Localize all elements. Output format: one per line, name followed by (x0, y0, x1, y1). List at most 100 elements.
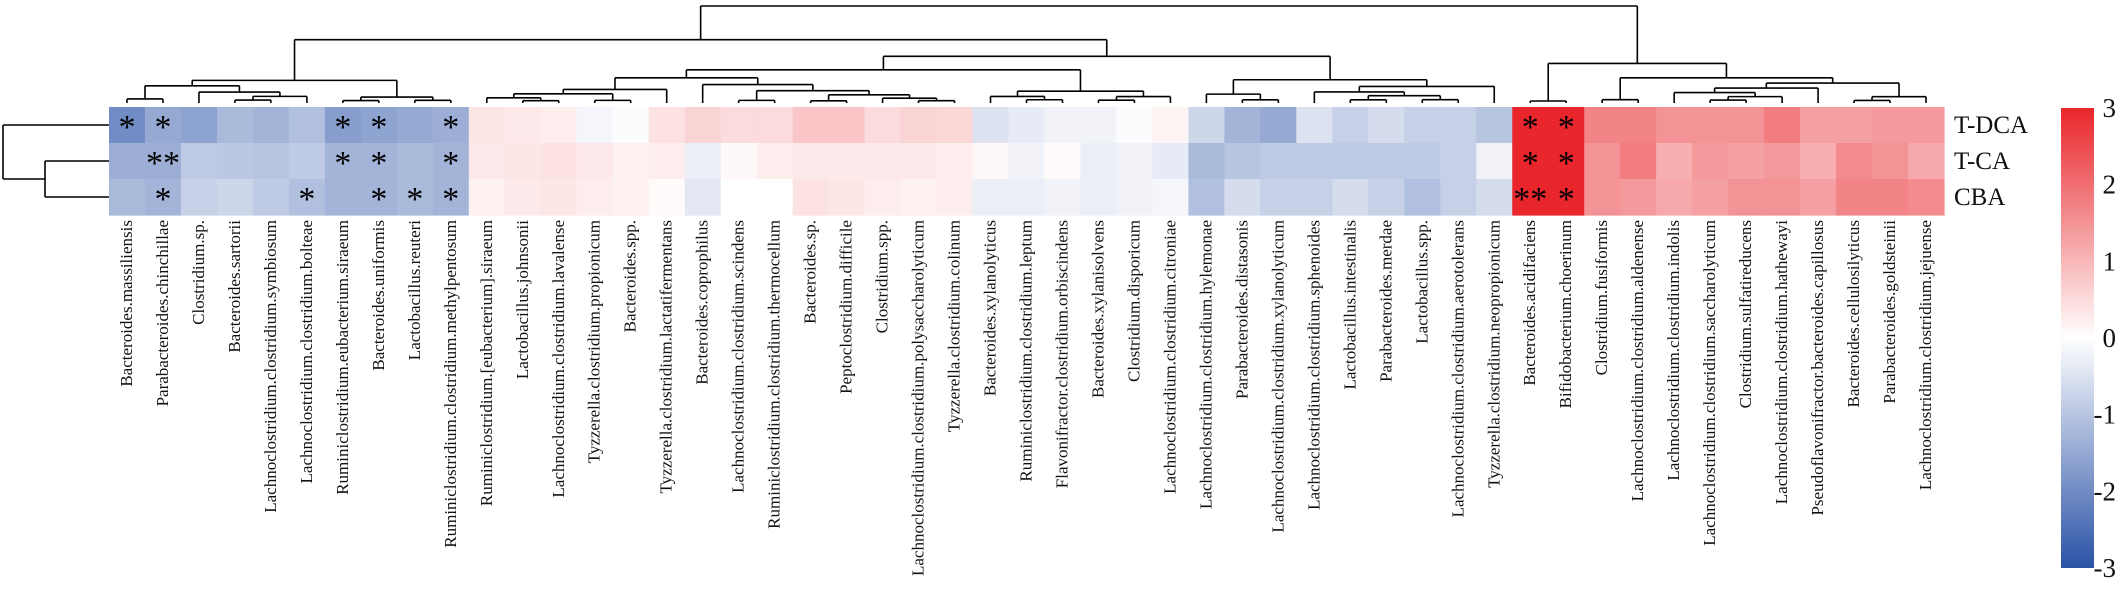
heatmap-cell (1260, 107, 1297, 144)
heatmap-cell (504, 179, 542, 216)
heatmap-cell (180, 179, 218, 216)
heatmap-cell (1872, 107, 1909, 144)
column-label: Clostridium.sulfatireducens (1736, 220, 1755, 408)
heatmap-cell (468, 179, 506, 216)
row-label: CBA (1954, 184, 2005, 211)
heatmap-cell (1764, 107, 1801, 144)
significance-star: * (154, 109, 171, 146)
heatmap-cell (1008, 179, 1046, 216)
significance-star: * (442, 145, 459, 182)
column-label: Ruminiclostridium.clostridium.methylpent… (441, 220, 460, 548)
heatmap-cell (216, 107, 254, 144)
column-label: Bacteroides.sp. (801, 220, 820, 324)
heatmap-cell (972, 179, 1010, 216)
significance-star: * (298, 181, 315, 218)
heatmap-cell (1080, 179, 1118, 216)
heatmap-cell (1764, 143, 1801, 180)
column-label: Lactobacillus.reuteri (405, 220, 424, 360)
heatmap-cell (1440, 107, 1477, 144)
heatmap-cell (288, 179, 326, 216)
heatmap-cell (216, 179, 254, 216)
heatmap-cell (756, 143, 794, 180)
colorbar-tick-label: 3 (2103, 93, 2117, 123)
heatmap-cell (1404, 143, 1441, 180)
column-label: Lachnoclostridium.clostridium.saccharoly… (1700, 220, 1719, 546)
column-label: Peptoclostridium.difficile (837, 220, 856, 394)
heatmap-cell (1872, 143, 1909, 180)
heatmap-cell (1188, 143, 1225, 180)
significance-star: * (370, 181, 387, 218)
heatmap-cell (288, 107, 326, 144)
significance-star: * (1558, 181, 1575, 218)
heatmap-cell (252, 107, 290, 144)
heatmap-cell (936, 143, 974, 180)
colorbar-gradient (2061, 108, 2094, 568)
heatmap-cell (1044, 107, 1082, 144)
heatmap-cell (1296, 143, 1333, 180)
heatmap-cell (540, 179, 578, 216)
significance-star: ** (1513, 181, 1547, 218)
heatmap-cell (576, 179, 614, 216)
heatmap-cell (1584, 143, 1621, 180)
heatmap-cell (1152, 107, 1190, 144)
significance-star: ** (146, 145, 180, 182)
column-label: Lachnoclostridium.clostridium.jejuense (1916, 220, 1935, 490)
heatmap-cell (1116, 179, 1154, 216)
colorbar-tick-label: -2 (2094, 476, 2117, 506)
heatmap-cell (1296, 107, 1333, 144)
column-label: Clostridium.disporicum (1124, 220, 1143, 382)
heatmap-cell (1620, 143, 1657, 180)
heatmap-cell (396, 143, 434, 180)
heatmap-cell (1512, 107, 1549, 144)
heatmap-cell (360, 107, 398, 144)
heatmap-cell (1080, 143, 1118, 180)
heatmap-cell (324, 179, 362, 216)
significance-star: * (406, 181, 423, 218)
heatmap-cell (684, 107, 722, 144)
column-label: Bacteroides.xylanolyticus (981, 220, 1000, 396)
significance-star: * (1522, 145, 1539, 182)
heatmap-cell (792, 107, 830, 144)
significance-star: * (370, 109, 387, 146)
heatmap-cell (1152, 179, 1190, 216)
heatmap-cell (144, 107, 182, 144)
heatmap-cell (1332, 143, 1369, 180)
column-label: Lachnoclostridium.clostridium.lavalense (549, 220, 568, 498)
column-label: Tyzzerella.clostridium.propionicum (585, 220, 604, 463)
column-label: Bacteroides.coprophilus (693, 220, 712, 385)
row-dendrogram (2, 124, 109, 198)
heatmap-cell (144, 143, 182, 180)
column-label: Lachnoclostridium.clostridium.sphenoides (1304, 220, 1323, 510)
column-label: Lactobacillus.spp. (1412, 220, 1431, 344)
heatmap-cell (576, 143, 614, 180)
heatmap-cell (1224, 179, 1261, 216)
heatmap-cell (1692, 143, 1729, 180)
heatmap-cell (1224, 107, 1261, 144)
heatmap-cell (252, 143, 290, 180)
heatmap-cell (1692, 107, 1729, 144)
heatmap-cell (648, 107, 686, 144)
heatmap-cell (972, 143, 1010, 180)
heatmap-cell (1512, 179, 1549, 216)
heatmap-cell (792, 179, 830, 216)
significance-star: * (1558, 109, 1575, 146)
heatmap-cell (936, 179, 974, 216)
column-label: Tyzzerella.clostridium.lactatifermentans (657, 220, 676, 494)
heatmap-cell (109, 179, 146, 216)
significance-star: * (442, 109, 459, 146)
heatmap-cell (1368, 179, 1405, 216)
heatmap-cell (504, 107, 542, 144)
heatmap-cell (1728, 179, 1765, 216)
heatmap-cell (1440, 143, 1477, 180)
heatmap-cell (180, 143, 218, 180)
heatmap-cell (1404, 107, 1441, 144)
heatmap-cell (864, 143, 902, 180)
heatmap-cell (1332, 107, 1369, 144)
column-label: Lachnoclostridium.clostridium.hylemonae (1196, 220, 1215, 509)
heatmap-cell (1836, 107, 1873, 144)
heatmap-cell (972, 107, 1010, 144)
heatmap-cell (1620, 179, 1657, 216)
heatmap-cell (1332, 179, 1369, 216)
